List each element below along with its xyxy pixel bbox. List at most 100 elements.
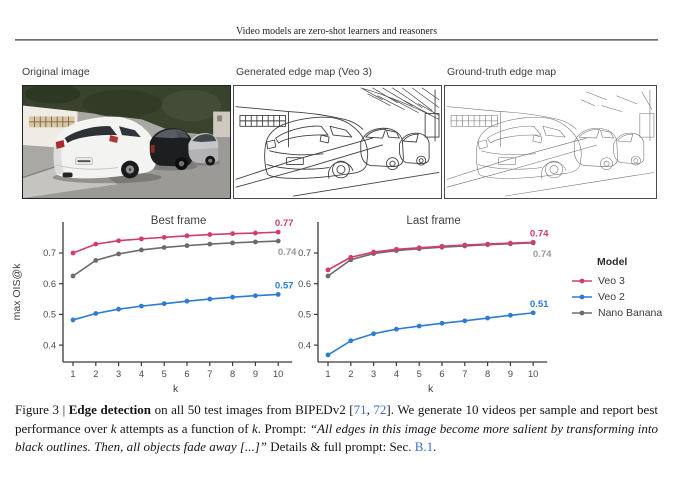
data-point-veo-2	[371, 331, 376, 337]
data-point-veo-2	[485, 315, 490, 321]
data-point-veo-2	[161, 301, 167, 307]
ground-truth-edge-map-illustration	[445, 86, 656, 198]
legend-entry-nano-banana: Nano Banana	[572, 305, 662, 321]
running-head: Video models are zero-shot learners and …	[236, 26, 437, 37]
data-point-veo-3	[139, 236, 144, 242]
data-point-veo-2	[348, 338, 354, 344]
legend-marker-veo-3	[572, 278, 592, 284]
caption-link[interactable]: 71	[353, 402, 367, 417]
data-point-veo-2	[116, 306, 121, 312]
y-tick-label: 0.7	[298, 248, 311, 258]
caption-link[interactable]: B.1	[414, 439, 434, 454]
caption-text: .	[433, 439, 437, 454]
chart-title: Best frame	[151, 215, 207, 227]
x-tick-label: 5	[162, 369, 167, 379]
legend-dot-veo-2	[579, 294, 585, 300]
data-point-nano-banana	[253, 239, 258, 245]
street-photo-illustration	[23, 86, 230, 198]
legend-entry-veo-2: Veo 2	[572, 289, 662, 305]
last-frame-chart: Last frame 0.4 0.5 0.6 0.7 1 2 3 4 5 6 7 8 9 10 k 0.74 0.…	[298, 215, 552, 395]
best-frame-chart: Best frame 0.4 0.5 0.6 0.7 1 2 3 4 5 6 7 8 9 10 k 0.74 0.…	[43, 215, 297, 395]
data-point-nano-banana	[139, 247, 144, 253]
data-point-veo-2	[508, 312, 513, 318]
series-line-nano-banana	[327, 242, 534, 277]
caption-text: ]. We generate 10 videos per sample and …	[15, 402, 659, 436]
x-tick-label: 10	[273, 369, 283, 379]
legend-label-nano-banana: Nano Banana	[598, 307, 663, 319]
legend-label-veo-2: Veo 2	[598, 291, 625, 303]
chart-title: Last frame	[406, 215, 460, 227]
data-point-veo-2	[325, 352, 331, 358]
data-point-veo-2	[275, 292, 281, 297]
caption-text: k	[251, 420, 258, 436]
data-point-veo-3	[161, 234, 167, 240]
data-point-veo-3	[485, 241, 490, 247]
ground-truth-map-label: Ground-truth edge map	[447, 66, 557, 78]
y-tick-label: 0.5	[43, 310, 56, 320]
x-tick-label: 6	[439, 369, 444, 379]
data-point-veo-3	[325, 267, 331, 273]
data-point-veo-2	[530, 310, 536, 316]
caption-text: on all 50 test images from BIPEDv2 [	[151, 402, 354, 417]
data-point-veo-2	[93, 311, 99, 316]
end-label-nano-banana: 0.74	[278, 247, 297, 258]
x-axis-label: k	[173, 383, 179, 395]
series-line-veo-3	[72, 231, 279, 254]
x-tick-label: 8	[485, 369, 490, 379]
data-point-veo-2	[207, 296, 213, 302]
x-tick-label: 2	[348, 369, 353, 379]
data-point-veo-3	[462, 242, 468, 248]
data-point-nano-banana	[275, 238, 281, 244]
legend-dot-nano-banana	[579, 310, 585, 316]
original-image-label: Original image	[22, 66, 90, 78]
x-tick-label: 4	[394, 369, 399, 379]
x-tick-label: 3	[116, 369, 121, 379]
data-point-veo-3	[184, 233, 190, 239]
data-point-nano-banana	[93, 257, 99, 263]
data-point-veo-3	[70, 250, 76, 256]
legend-entries: Veo 3 Veo 2 Nano Banana	[572, 273, 662, 321]
data-point-veo-3	[416, 245, 422, 251]
series-line-veo-2	[327, 312, 534, 356]
data-point-veo-3	[116, 238, 121, 244]
x-tick-label: 9	[508, 369, 513, 379]
y-tick-label: 0.4	[298, 340, 311, 350]
data-point-veo-3	[530, 239, 536, 245]
end-label-veo-2: 0.51	[530, 299, 549, 310]
x-tick-label: 5	[417, 369, 422, 379]
x-tick-label: 9	[253, 369, 258, 379]
series-line-nano-banana	[72, 240, 279, 277]
series-line-veo-3	[327, 241, 534, 271]
caption-text: k	[110, 420, 117, 436]
data-point-veo-2	[70, 317, 76, 323]
data-point-veo-2	[253, 293, 258, 299]
y-tick-label: 0.6	[298, 279, 311, 289]
x-tick-label: 7	[462, 369, 467, 379]
x-tick-label: 3	[371, 369, 376, 379]
generated-edge-map-illustration	[234, 86, 441, 198]
caption-link[interactable]: 72	[373, 402, 387, 417]
caption-text: Figure 3 |	[15, 402, 69, 417]
data-point-nano-banana	[161, 245, 167, 250]
x-tick-label: 6	[184, 369, 189, 379]
data-point-veo-3	[348, 254, 354, 260]
x-tick-label: 8	[230, 369, 235, 379]
ground-truth-edge-map	[444, 85, 657, 199]
data-point-nano-banana	[184, 243, 190, 249]
data-point-veo-2	[184, 298, 190, 304]
end-label-veo-2: 0.57	[275, 280, 294, 291]
original-image	[22, 85, 231, 199]
data-point-veo-2	[394, 326, 399, 332]
data-point-nano-banana	[207, 241, 213, 247]
generated-edge-map	[233, 85, 442, 199]
y-tick-label: 0.7	[43, 248, 56, 258]
legend-entry-veo-3: Veo 3	[572, 273, 662, 289]
caption-text: ,	[366, 402, 374, 417]
x-tick-label: 10	[528, 369, 538, 379]
data-point-veo-2	[439, 320, 445, 326]
caption-text: “All edges in this image become more sal…	[15, 420, 658, 455]
chart-legend: Model Veo 3 Veo 2 Nano Banana	[572, 256, 662, 321]
y-tick-label: 0.5	[298, 310, 311, 320]
x-tick-label: 2	[93, 369, 98, 379]
data-point-nano-banana	[325, 273, 331, 279]
